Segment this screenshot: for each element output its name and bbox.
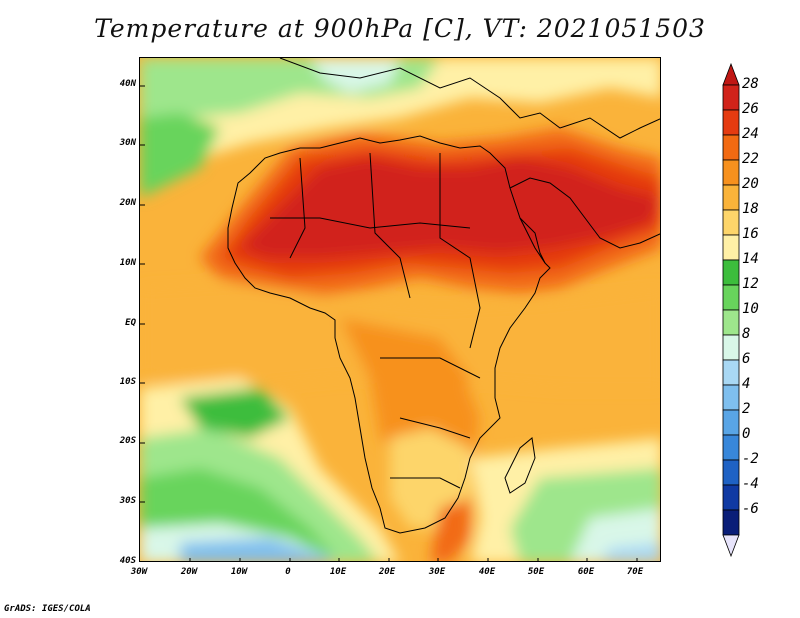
colorbar-label: 12: [742, 276, 759, 292]
colorbar-label: 8: [742, 326, 751, 342]
lon-label-20w: 20W: [180, 567, 198, 577]
colorbar-box: [722, 484, 740, 511]
lon-label-40e: 40E: [478, 567, 496, 577]
colorbar: [722, 63, 740, 557]
colorbar-extend-bottom: [722, 534, 740, 557]
colorbar-label: 14: [742, 251, 759, 267]
lon-label-20e: 20E: [378, 567, 396, 577]
colorbar-box: [722, 109, 740, 136]
colorbar-box: [722, 159, 740, 186]
colorbar-box: [722, 234, 740, 261]
colorbar-label: 20: [742, 176, 759, 192]
colorbar-box: [722, 384, 740, 411]
colorbar-label: -4: [742, 476, 759, 492]
colorbar-extend-top: [722, 63, 740, 86]
lon-label-50e: 50E: [527, 567, 545, 577]
coastlines: [227, 58, 660, 534]
lon-label-30w: 30W: [130, 567, 148, 577]
colorbar-label: 16: [742, 226, 759, 242]
colorbar-label: 22: [742, 151, 759, 167]
colorbar-box: [722, 134, 740, 161]
colorbar-label: 18: [742, 201, 759, 217]
colorbar-label: 24: [742, 126, 759, 142]
lon-label-60e: 60E: [577, 567, 595, 577]
colorbar-label: 28: [742, 76, 759, 92]
colorbar-box: [722, 434, 740, 461]
colorbar-label: 4: [742, 376, 751, 392]
colorbar-box: [722, 309, 740, 336]
lat-label-eq: EQ: [125, 318, 136, 328]
lat-label-30n: 30N: [119, 138, 136, 148]
colorbar-box: [722, 509, 740, 536]
colorbar-label: 0: [742, 426, 751, 442]
colorbar-box: [722, 359, 740, 386]
lat-label-10n: 10N: [119, 258, 136, 268]
colorbar-label: 10: [742, 301, 759, 317]
lat-label-10s: 10S: [119, 377, 136, 387]
map-title: Temperature at 900hPa [C], VT: 202105150…: [94, 14, 706, 43]
grads-credit: GrADS: IGES/COLA: [4, 604, 91, 614]
colorbar-box: [722, 334, 740, 361]
lat-label-40s: 40S: [119, 556, 136, 566]
lon-label-10w: 10W: [230, 567, 248, 577]
colorbar-box: [722, 84, 740, 111]
lat-label-30s: 30S: [119, 496, 136, 506]
lat-label-20n: 20N: [119, 198, 136, 208]
colorbar-box: [722, 409, 740, 436]
colorbar-box: [722, 284, 740, 311]
lat-label-40n: 40N: [119, 79, 136, 89]
colorbar-label: 26: [742, 101, 759, 117]
colorbar-label: -2: [742, 451, 759, 467]
colorbar-box: [722, 209, 740, 236]
lat-label-20s: 20S: [119, 436, 136, 446]
axis-ticks: [140, 85, 638, 561]
temperature-field: [140, 58, 660, 561]
lon-label-10e: 10E: [329, 567, 347, 577]
colorbar-box: [722, 459, 740, 486]
colorbar-box: [722, 259, 740, 286]
colorbar-label: 2: [742, 401, 751, 417]
lon-label-70e: 70E: [626, 567, 644, 577]
colorbar-box: [722, 184, 740, 211]
lon-label-30e: 30E: [428, 567, 446, 577]
lon-label-0: 0: [285, 567, 291, 577]
colorbar-label: -6: [742, 501, 759, 517]
temperature-map: [139, 57, 661, 562]
colorbar-label: 6: [742, 351, 751, 367]
